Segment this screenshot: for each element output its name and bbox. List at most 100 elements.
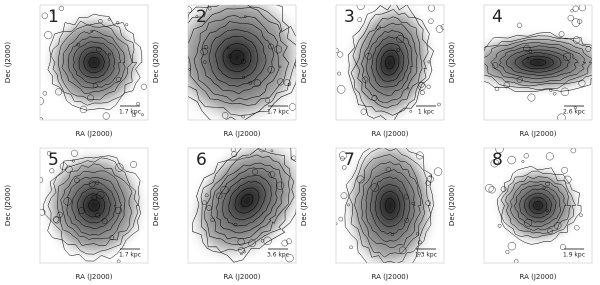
noise-contour [63,197,72,206]
noise-contour [96,46,102,53]
noise-contour [215,192,223,200]
noise-contour [542,186,546,190]
noise-contour [76,42,81,47]
noise-contour [409,109,413,113]
noise-contour [240,252,243,256]
noise-contour [360,108,367,115]
panel: 3 1 kpc RA (J2000) Dec (J2000) [300,4,445,138]
noise-contour [241,59,246,64]
panel-number: 8 [492,150,503,170]
frame [483,147,593,264]
frame [39,147,149,264]
noise-contour [521,160,525,163]
contour [484,31,592,92]
scale-label: 1.9 kpc [563,252,585,259]
noise-contour [426,84,431,89]
noise-contour [437,102,441,107]
noise-contour [578,5,586,12]
noise-contour [571,18,581,27]
noise-contour [497,223,502,228]
noise-contour [516,22,523,28]
noise-contour [46,151,52,156]
y-axis-label: Dec (J2000) [4,42,12,83]
noise-contour [573,106,577,110]
noise-contour [70,149,78,157]
noise-contour [514,259,519,263]
noise-contour [505,250,510,254]
galaxy-glow [40,148,148,263]
noise-contour [42,91,47,96]
contour [222,175,272,227]
contour [528,197,548,214]
noise-contour [116,259,121,263]
panel: 7 1.3 kpc RA (J2000) Dec (J2000) [300,147,445,281]
panel: 8 1.9 kpc RA (J2000) Dec (J2000) [448,147,593,281]
noise-contour [523,153,529,159]
contour [514,52,562,73]
panel-number: 4 [492,7,503,27]
noise-contour [563,175,572,184]
noise-contour [357,17,362,22]
noise-contour [40,208,46,216]
noise-contour [415,232,420,236]
noise-contour [370,183,380,192]
contour [200,148,295,253]
contour [188,7,290,106]
galaxy-glow [188,148,296,263]
noise-contour [221,112,229,119]
noise-contour [51,11,55,15]
noise-contour [277,78,285,86]
noise-contour [58,5,65,12]
noise-contour [523,45,531,53]
noise-contour [238,246,245,254]
contour [200,21,274,95]
noise-contour [40,117,44,120]
noise-contour [425,200,431,206]
noise-contour [336,85,346,94]
image [188,5,296,120]
noise-contour [570,9,574,13]
noise-contour [349,245,353,250]
noise-contour [233,222,238,227]
noise-contour [200,48,208,56]
noise-contour [557,113,566,120]
contour [370,36,409,88]
frame [187,147,297,264]
contour [188,5,296,116]
noise-contour [116,21,120,25]
contour [484,39,592,87]
contour [88,199,100,212]
noise-contour [210,217,215,222]
contour [193,15,280,102]
noise-contour [74,177,80,184]
contour [210,162,284,240]
contour [524,192,552,219]
contour [375,42,404,82]
noise-contour [415,151,424,160]
noise-contour [267,66,275,74]
noise-contour [270,149,274,153]
panel: 1 1.7 kpc RA (J2000) Dec (J2000) [4,4,149,138]
noise-contour [342,165,347,170]
noise-contour [91,194,97,201]
noise-contour [578,79,586,87]
panel: 5 1.7 kpc RA (J2000) Dec (J2000) [4,147,149,281]
contour [348,148,432,263]
contour [229,50,245,65]
noise-contour [567,14,574,22]
noise-contour [102,112,110,120]
noise-contour [428,18,434,24]
noise-contour [101,218,108,224]
contour [47,13,143,111]
contour [50,20,138,106]
scale-label: 1 kpc [418,109,434,116]
y-axis-label: Dec (J2000) [448,42,456,83]
noise-contour [88,180,96,188]
noise-contour [411,201,415,205]
noise-contour [227,46,230,50]
noise-contour [524,218,533,227]
contour [500,170,576,238]
contour [347,5,434,120]
noise-contour [403,194,409,200]
